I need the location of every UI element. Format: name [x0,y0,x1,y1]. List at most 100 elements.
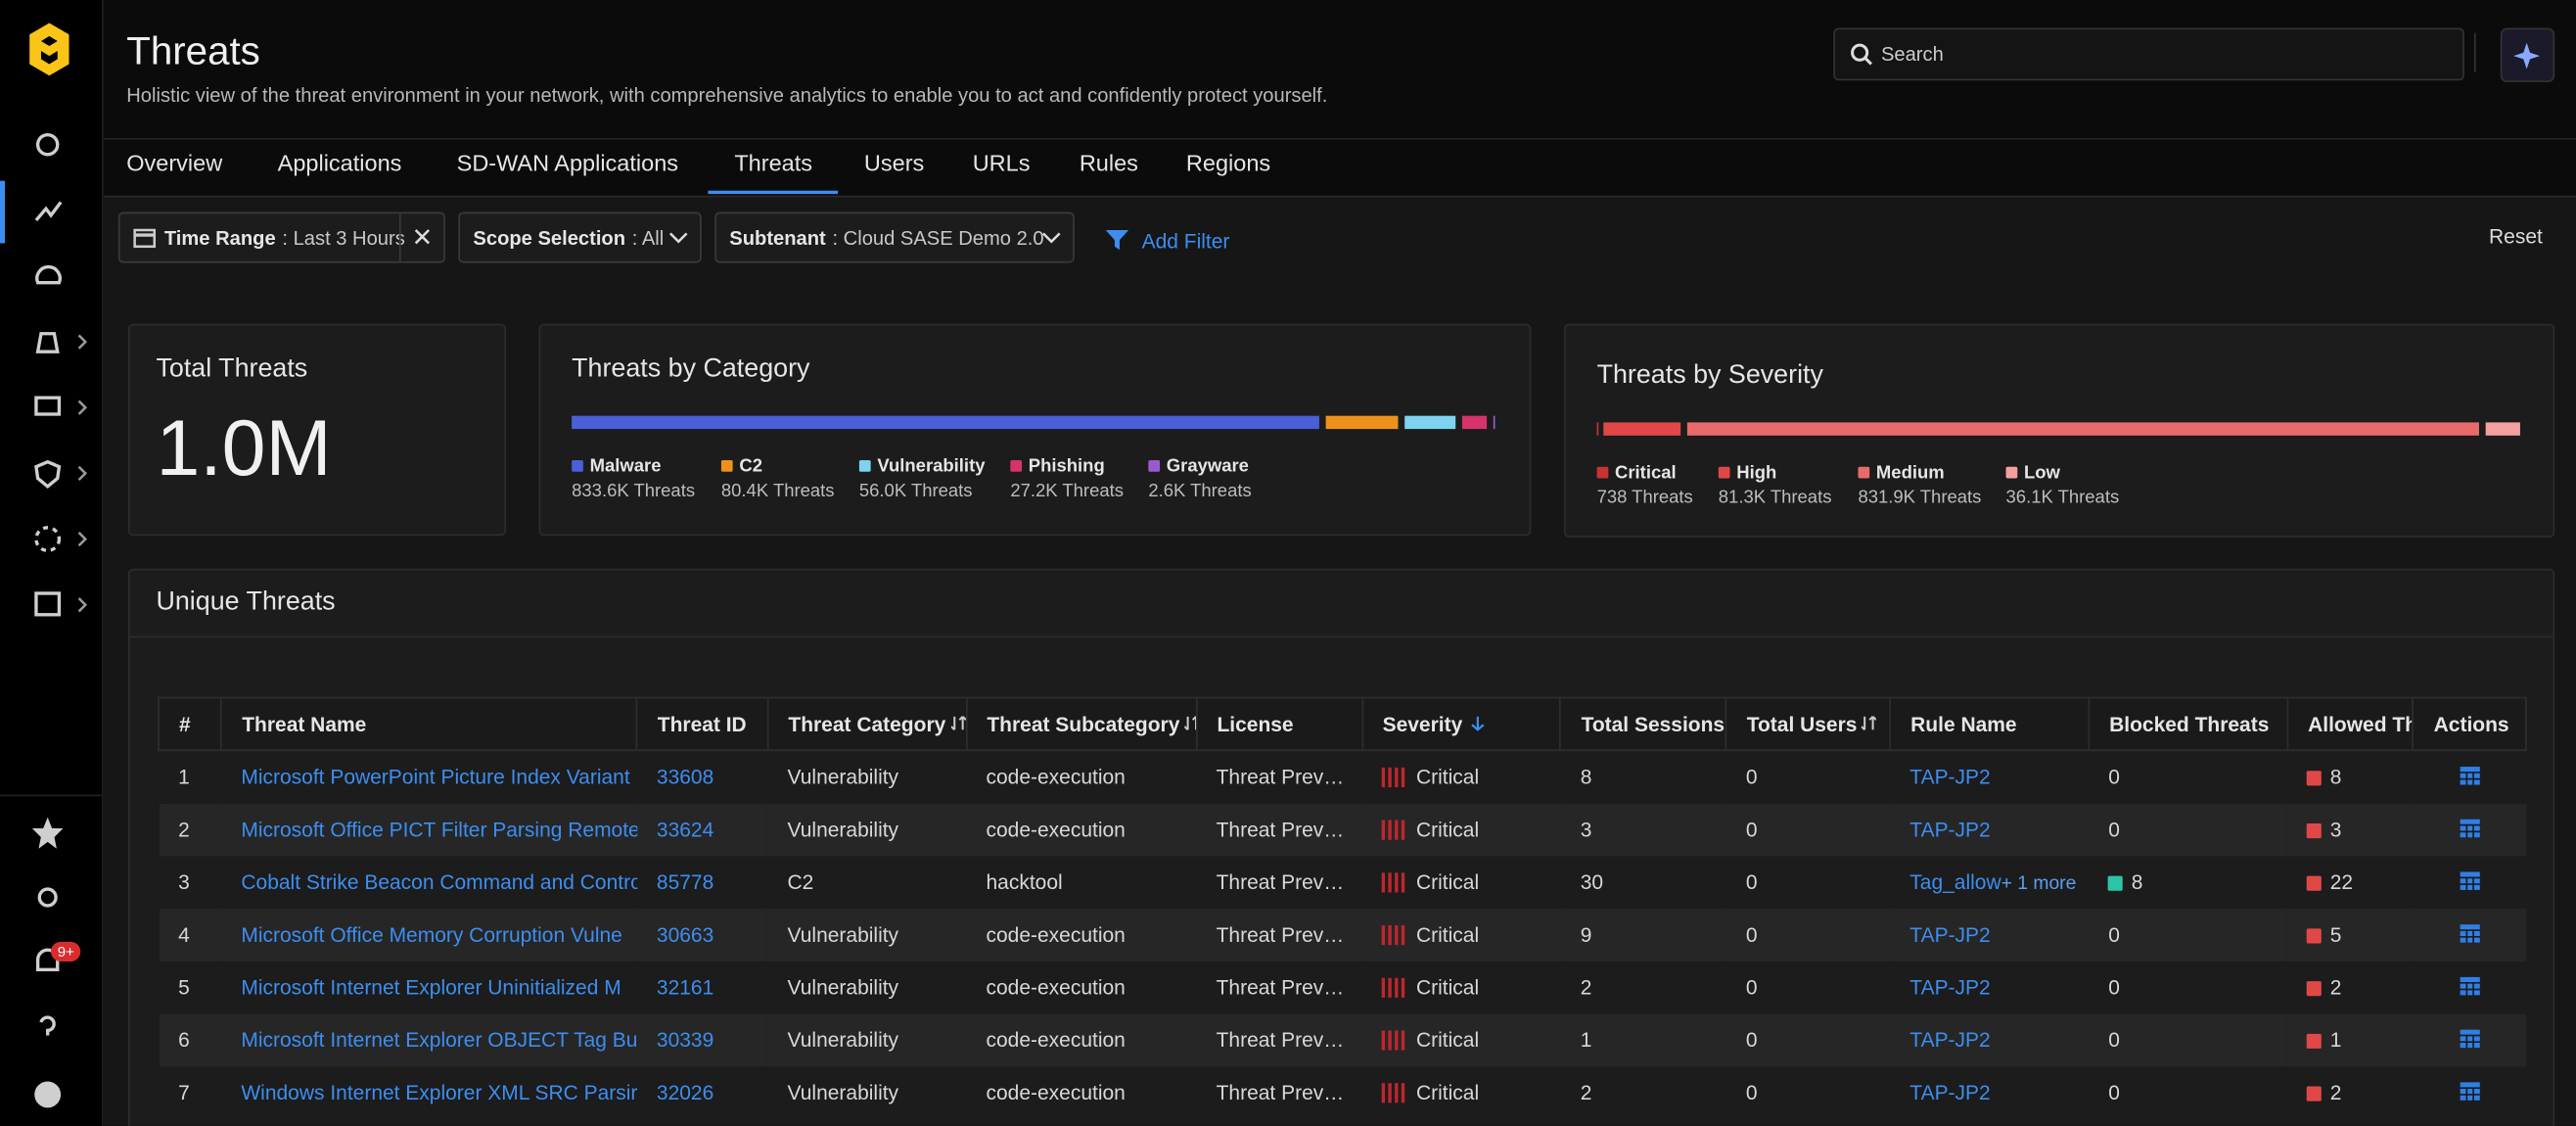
column-header: Threat ID [635,696,769,752]
legend-name: Critical [1615,463,1677,484]
card-title: Total Threats [156,354,308,384]
table-action-icon[interactable] [2459,765,2481,785]
cell: Critical [1361,1066,1561,1120]
tab[interactable]: Overview [126,149,223,176]
tab[interactable]: Threats [734,149,813,176]
cell: TAP-JP2 [1890,909,2090,962]
column-header: # [158,696,223,752]
column-header[interactable]: Threat Subcategory [965,696,1198,752]
table-row: 7 Windows Internet Explorer XML SRC Parsi… [158,1066,2526,1120]
threat-id-link[interactable]: 30663 [656,923,714,947]
legend-item: Critical 738 Threats [1596,463,1693,508]
clear-button[interactable] [398,213,443,261]
card-title: Threats by Severity [1596,361,1823,390]
legend-value: 80.4K Threats [720,481,835,501]
rule-name-link[interactable]: TAP-JP2 [1909,1028,1991,1053]
license: Threat Prev… [1216,818,1345,842]
rule-name-link[interactable]: TAP-JP2 [1909,766,1991,789]
cell: Tag_allow+ 1 more [1890,856,2090,910]
table-action-icon[interactable] [2459,870,2481,890]
threat-name-link[interactable]: Microsoft Office Memory Corruption Vulne [241,923,622,947]
threat-name-link[interactable]: Microsoft Internet Explorer Uninitialize… [241,976,621,1000]
table-header: # Threat Name Threat ID Threat Category Thre… [158,696,2527,752]
threat-id-link[interactable]: 33608 [656,766,714,789]
severity-bar [1401,820,1405,840]
table-action-icon[interactable] [2459,975,2481,996]
column-header[interactable]: Total Users [1725,696,1892,752]
add-filter-button[interactable]: Add Filter [1105,229,1229,253]
page-subtitle: Holistic view of the threat environment … [126,83,1328,108]
cell: Critical [1361,803,1561,857]
threat-id-link[interactable]: 85778 [656,870,714,895]
tab[interactable]: Users [863,149,925,176]
severity: Critical [1416,870,1480,895]
tab[interactable]: URLs [972,149,1031,176]
cell: 2 [2287,961,2414,1014]
cell: Microsoft Office PICT Filter Parsing Rem… [221,803,637,857]
filter-icon [1105,229,1129,251]
filter-chip[interactable]: Time Range: Last 3 Hours [117,211,445,263]
rule-name-link[interactable]: Tag_allow [1909,870,2001,895]
dropdown-button[interactable] [657,213,700,261]
threat-subcategory: code-execution [986,1081,1126,1104]
table-action-icon[interactable] [2459,818,2481,838]
ai-assistant-button[interactable] [2500,27,2555,82]
table-action-icon[interactable] [2459,1028,2481,1049]
cell: 0 [1725,961,1891,1014]
tab[interactable]: Regions [1185,149,1271,176]
cell: Windows Internet Explorer XML SRC Parsir [221,1066,637,1120]
column-header[interactable]: Total Sessions [1559,696,1727,752]
column-header[interactable]: Threat Category [766,696,968,752]
reset-button[interactable]: Reset [2489,224,2543,249]
cell: Vulnerability [767,1066,967,1120]
cell: Vulnerability [767,909,967,962]
legend-swatch [2005,466,2018,479]
table-action-icon[interactable] [2459,923,2481,943]
threat-name-link[interactable]: Cobalt Strike Beacon Command and Control [241,870,637,895]
column-title: Rule Name [1910,712,2017,736]
table-row: 1 Microsoft PowerPoint Picture Index Vari… [158,750,2526,804]
table-action-icon[interactable] [2459,1081,2481,1101]
threat-subcategory: code-execution [986,1028,1126,1053]
cell: 33624 [636,803,768,857]
filter-chip[interactable]: Subtenant: Cloud SASE Demo 2.0 [714,211,1075,263]
threat-name-link[interactable]: Microsoft Office PICT Filter Parsing Rem… [241,818,637,842]
cell: TAP-JP2 [1890,1013,2090,1067]
tab[interactable]: Applications [277,149,402,176]
total-users: 0 [1745,870,1758,895]
bar-segment [1493,415,1495,430]
filter-label: Time Range [163,225,276,250]
threat-id-link[interactable]: 32026 [656,1081,714,1104]
cell: 1 [2287,1013,2414,1067]
severity-bar [1381,1030,1386,1051]
threat-category: Vulnerability [787,1081,899,1104]
legend-item: Low 36.1K Threats [2005,463,2119,508]
column-header[interactable]: Severity [1360,696,1562,752]
cell: 0 [1725,1013,1891,1067]
rule-name-link[interactable]: TAP-JP2 [1909,923,1991,947]
threat-id-link[interactable]: 32161 [656,976,714,1000]
rule-name-link[interactable]: TAP-JP2 [1909,818,1991,842]
rule-more-link[interactable]: + 1 more [2001,873,2077,895]
cell: TAP-JP2 [1890,961,2090,1014]
rule-name-link[interactable]: TAP-JP2 [1909,976,1991,1000]
column-header: Rule Name [1889,696,2090,752]
threat-name-link[interactable]: Windows Internet Explorer XML SRC Parsir [241,1081,637,1104]
dropdown-button[interactable] [1030,213,1073,261]
legend-swatch [1718,466,1730,479]
threat-name-link[interactable]: Microsoft Internet Explorer OBJECT Tag B… [241,1028,637,1053]
legend-item: Vulnerability 56.0K Threats [858,457,985,501]
column-title: Threat Name [242,712,367,736]
threat-id-link[interactable]: 33624 [656,818,714,842]
tab[interactable]: SD-WAN Applications [456,149,679,176]
severity-bar [1388,820,1392,840]
tab[interactable]: Rules [1079,149,1138,176]
threat-id-link[interactable]: 30339 [656,1028,714,1053]
cell: 0 [2089,1013,2288,1067]
threat-name-link[interactable]: Microsoft PowerPoint Picture Index Varia… [241,766,630,789]
filter-chip[interactable]: Scope Selection: All [458,211,702,263]
search-box[interactable]: Search [1833,27,2464,81]
severity-bar [1401,925,1405,946]
rule-name-link[interactable]: TAP-JP2 [1909,1081,1991,1104]
severity-icon [1381,925,1405,946]
